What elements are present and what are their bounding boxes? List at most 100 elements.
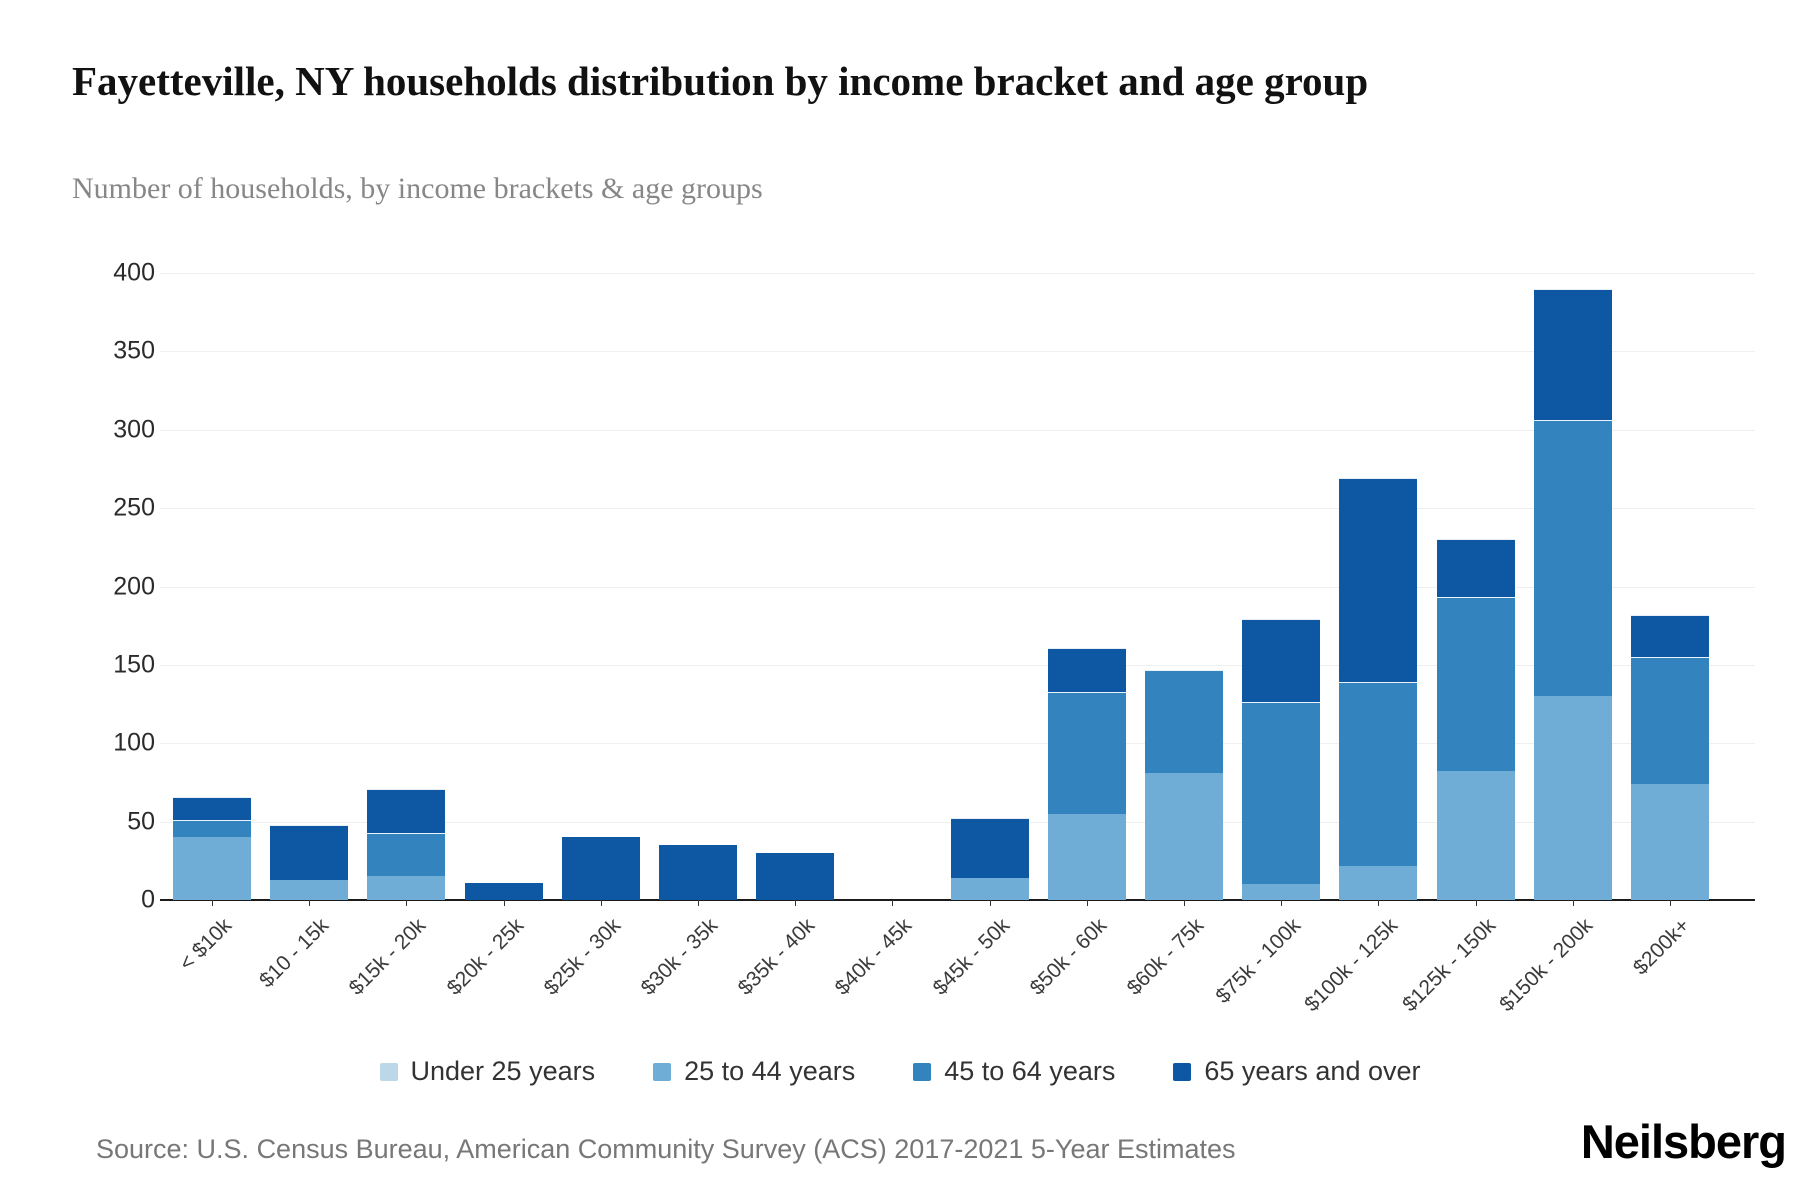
- x-axis-tick: [1670, 900, 1671, 906]
- x-axis-tick: [1572, 900, 1574, 906]
- x-axis-tick-label: $60k - 75k: [1122, 914, 1209, 1000]
- y-axis-tick-label: 350: [113, 336, 155, 365]
- x-axis-tick: [698, 900, 699, 906]
- chart-subtitle: Number of households, by income brackets…: [72, 172, 763, 205]
- x-axis-tick-label: $75k - 100k: [1211, 914, 1306, 1008]
- legend-item: 25 to 44 years: [653, 1056, 855, 1087]
- x-axis-tick-label: $150k - 200k: [1494, 914, 1598, 1017]
- x-axis-tick: [892, 900, 894, 906]
- x-axis-tick-label: $30k - 35k: [636, 914, 723, 1000]
- x-axis-tick: [212, 900, 213, 906]
- brand-logo: Neilsberg: [1580, 1115, 1787, 1168]
- bar-segment: [270, 824, 349, 880]
- gridline: [160, 273, 1755, 274]
- x-axis-tick-label: $125k - 150k: [1397, 914, 1500, 1017]
- bar-segment: [1339, 865, 1418, 900]
- bar-segment: [1145, 669, 1223, 774]
- bar-segment: [367, 832, 446, 877]
- bar-segment: [1631, 657, 1709, 784]
- bar-segment: [561, 837, 640, 900]
- legend-swatch: [913, 1062, 932, 1081]
- bar-segment: [270, 879, 349, 900]
- bar-segment: [1339, 478, 1418, 683]
- y-axis-tick-label: 400: [113, 258, 155, 287]
- bar-segment: [173, 796, 251, 821]
- bar-segment: [1047, 813, 1126, 900]
- x-axis-tick-label: $50k - 60k: [1025, 914, 1112, 1000]
- y-axis-tick-label: 0: [141, 885, 155, 914]
- bar-segment: [1436, 539, 1515, 598]
- legend-swatch: [379, 1062, 398, 1081]
- y-axis-tick-label: 150: [113, 650, 155, 679]
- bar-segment: [367, 876, 446, 900]
- gridline: [160, 743, 1755, 745]
- y-axis-tick-label: 50: [127, 807, 155, 836]
- bar-segment: [950, 878, 1029, 900]
- bar-segment: [1436, 771, 1515, 900]
- legend-label: 45 to 64 years: [944, 1056, 1116, 1086]
- x-axis-tick-label: < $10k: [174, 914, 237, 976]
- legend-item: 65 years and over: [1173, 1056, 1421, 1087]
- x-axis-tick: [600, 900, 602, 906]
- x-axis-tick: [1475, 900, 1477, 906]
- bar-segment: [1047, 691, 1126, 814]
- x-axis-tick: [406, 900, 408, 906]
- x-axis-tick-label: $25k - 30k: [539, 914, 626, 1000]
- x-axis-tick-label: $20k - 25k: [442, 914, 528, 1000]
- chart-title: Fayetteville, NY households distribution…: [72, 58, 1369, 104]
- bar-segment: [1242, 619, 1321, 703]
- x-axis-tick: [1281, 900, 1283, 906]
- legend-swatch: [1173, 1062, 1192, 1081]
- gridline: [160, 429, 1755, 431]
- legend-swatch: [653, 1062, 672, 1081]
- bar-segment: [756, 852, 835, 900]
- bar-segment: [1242, 884, 1321, 900]
- bar-segment: [950, 818, 1029, 879]
- bar-segment: [173, 837, 251, 900]
- x-axis-tick: [1378, 900, 1380, 906]
- x-axis-tick-label: $100k - 125k: [1300, 914, 1403, 1017]
- x-axis-tick-label: $40k - 45k: [831, 914, 917, 1000]
- x-axis-tick-label: $200k+: [1628, 914, 1695, 980]
- source-note: Source: U.S. Census Bureau, American Com…: [96, 1134, 1236, 1164]
- y-axis-tick-label: 100: [113, 728, 155, 757]
- bar-segment: [1631, 614, 1709, 658]
- bar-segment: [1047, 647, 1126, 692]
- bar-segment: [659, 845, 737, 900]
- x-axis-line: [160, 899, 1755, 901]
- x-axis-tick: [503, 900, 505, 906]
- bar-segment: [1533, 288, 1612, 421]
- chart-legend: Under 25 years 25 to 44 years 45 to 64 yea…: [0, 1056, 1800, 1087]
- bar-segment: [1339, 682, 1418, 866]
- y-axis-tick-label: 300: [113, 415, 155, 444]
- bar-segment: [173, 820, 251, 838]
- x-axis-tick: [989, 900, 991, 906]
- bar-segment: [1242, 702, 1321, 885]
- y-axis-tick-label: 250: [113, 493, 155, 522]
- bar-segment: [1533, 420, 1612, 697]
- bar-segment: [367, 788, 446, 833]
- x-axis-tick: [795, 900, 797, 906]
- x-axis-tick-label: $15k - 20k: [345, 914, 431, 1000]
- legend-label: 25 to 44 years: [684, 1056, 856, 1086]
- x-axis-tick-label: $35k - 40k: [733, 914, 820, 1000]
- bar-segment: [1533, 696, 1612, 900]
- y-axis-tick-label: 200: [113, 572, 155, 600]
- x-axis-tick: [1086, 900, 1088, 906]
- gridline: [160, 351, 1755, 353]
- gridline: [160, 508, 1755, 510]
- legend-label: 65 years and over: [1204, 1056, 1421, 1086]
- legend-label: Under 25 years: [410, 1056, 596, 1086]
- x-axis-tick: [309, 900, 311, 906]
- x-axis-tick-label: $45k - 50k: [928, 914, 1014, 1000]
- legend-item: 45 to 64 years: [913, 1056, 1115, 1087]
- bar-segment: [464, 882, 543, 900]
- legend-item: Under 25 years: [379, 1056, 596, 1087]
- bar-segment: [1631, 784, 1709, 900]
- x-axis-tick-label: $10 - 15k: [255, 914, 334, 993]
- gridline: [160, 664, 1755, 666]
- x-axis-tick: [1184, 900, 1185, 906]
- bar-segment: [1436, 597, 1515, 772]
